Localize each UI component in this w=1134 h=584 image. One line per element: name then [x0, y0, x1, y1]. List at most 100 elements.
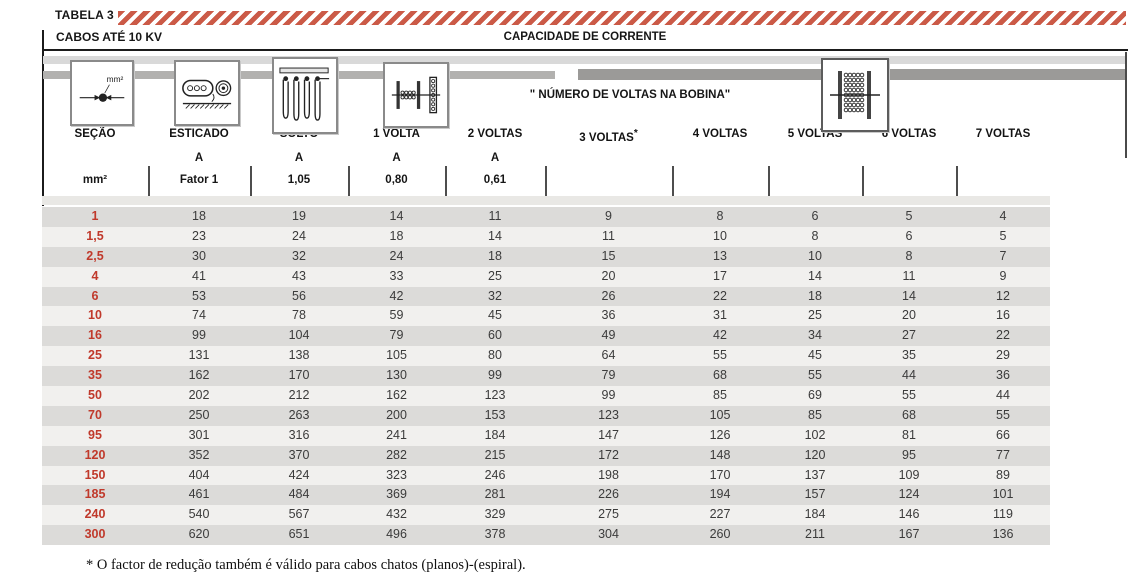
- value-cell: 404: [188, 467, 210, 482]
- value-cell: 4: [999, 209, 1007, 223]
- bobbin-turns-note: " NÚMERO DE VOLTAS NA BOBINA": [529, 89, 731, 101]
- value-cell: 170: [288, 368, 310, 383]
- value-cell: 281: [484, 487, 506, 502]
- value-cell: 99: [488, 368, 502, 383]
- column-separator: [545, 166, 547, 196]
- single-turn-reel-icon: [383, 62, 449, 128]
- value-cell: 120: [804, 447, 826, 462]
- column-header-seção: SEÇÃO: [74, 128, 116, 140]
- subtitle-cable-class: CABOS ATÉ 10 KV: [56, 30, 163, 44]
- value-cell: 304: [598, 527, 619, 542]
- data-rows: 1 18 19 14 11 9 8 6 5 4 1,5 23 24 18 14 11 10 8 6 5 2,5 30 32 2…: [42, 207, 1050, 546]
- full-reel-icon: [821, 58, 889, 132]
- gray-band-upper: [43, 56, 1125, 64]
- value-cell: 30: [192, 248, 206, 263]
- column-header-esticado: ESTICADO: [169, 128, 229, 140]
- value-cell: 42: [713, 328, 727, 343]
- value-cell: 64: [601, 348, 616, 363]
- value-cell: 241: [386, 427, 407, 442]
- value-cell: 202: [188, 388, 210, 403]
- value-cell: 16: [996, 308, 1010, 323]
- secao-cell: 1,5: [86, 228, 104, 243]
- value-cell: 24: [389, 248, 404, 263]
- value-cell: 55: [808, 368, 822, 383]
- table-row: 150 404 424 323 246 198 170 137 109 89: [42, 465, 1050, 486]
- value-cell: 69: [808, 388, 822, 403]
- value-cell: 282: [386, 447, 407, 462]
- column-separator: [862, 166, 864, 196]
- header-capacity-title: CAPACIDADE DE CORRENTE: [503, 31, 667, 43]
- table-row: 240 540 567 432 329 275 227 184 146 119: [42, 505, 1050, 526]
- table-row: 1,5 23 24 18 14 11 10 8 6 5: [42, 226, 1050, 247]
- value-cell: 157: [804, 487, 826, 502]
- value-cell: 10: [808, 248, 822, 263]
- value-cell: 162: [386, 388, 407, 403]
- value-cell: 8: [811, 228, 819, 243]
- asterisk-marker: *: [633, 128, 638, 139]
- value-cell: 18: [808, 288, 822, 303]
- secao-cell: 1: [91, 209, 99, 223]
- value-cell: 9: [605, 209, 612, 223]
- value-cell: 80: [488, 348, 502, 363]
- value-cell: 137: [804, 467, 826, 482]
- value-cell: 484: [288, 487, 310, 502]
- secao-cell: 10: [88, 308, 102, 323]
- value-cell: 146: [898, 507, 920, 522]
- unit-cell: A: [490, 152, 500, 164]
- value-cell: 12: [996, 288, 1010, 303]
- secao-cell: 120: [84, 447, 106, 462]
- column-header-7-voltas: 7 VOLTAS: [975, 128, 1031, 140]
- value-cell: 198: [598, 467, 619, 482]
- value-cell: 74: [192, 308, 206, 323]
- value-cell: 130: [386, 368, 407, 383]
- value-cell: 53: [192, 288, 206, 303]
- value-cell: 55: [713, 348, 727, 363]
- column-separator: [250, 166, 252, 196]
- column-header-4-voltas: 4 VOLTAS: [692, 128, 748, 140]
- factor-cell: 0,80: [385, 174, 408, 186]
- value-cell: 18: [389, 228, 404, 243]
- value-cell: 263: [288, 407, 310, 422]
- value-cell: 200: [386, 407, 407, 422]
- value-cell: 105: [709, 407, 731, 422]
- value-cell: 44: [996, 388, 1010, 403]
- value-cell: 79: [389, 328, 404, 343]
- value-cell: 540: [188, 507, 210, 522]
- value-cell: 11: [902, 268, 916, 283]
- value-cell: 14: [808, 268, 822, 283]
- column-separator: [348, 166, 350, 196]
- value-cell: 14: [902, 288, 916, 303]
- value-cell: 123: [484, 388, 506, 403]
- value-cell: 44: [902, 368, 916, 383]
- secao-cell: 185: [84, 487, 106, 502]
- table-row: 16 99 104 79 60 49 42 34 27 22: [42, 326, 1050, 347]
- value-cell: 153: [484, 407, 506, 422]
- secao-cell: 2,5: [86, 248, 104, 263]
- value-cell: 167: [898, 527, 920, 542]
- value-cell: 620: [188, 527, 210, 542]
- value-cell: 41: [192, 268, 206, 283]
- value-cell: 5: [905, 209, 913, 223]
- value-cell: 77: [996, 447, 1010, 462]
- table-row: 4 41 43 33 25 20 17 14 11 9: [42, 266, 1050, 287]
- value-cell: 26: [601, 288, 616, 303]
- value-cell: 109: [898, 467, 920, 482]
- value-cell: 18: [488, 248, 502, 263]
- column-header-6-voltas: 6 VOLTAS: [881, 128, 937, 140]
- value-cell: 8: [905, 248, 913, 263]
- value-cell: 352: [188, 447, 210, 462]
- value-cell: 378: [484, 527, 506, 542]
- value-cell: 260: [709, 527, 731, 542]
- value-cell: 11: [488, 209, 502, 223]
- hatch-stripe: [118, 11, 1126, 25]
- value-cell: 104: [288, 328, 310, 343]
- value-cell: 11: [602, 228, 615, 243]
- right-border-line: [1125, 52, 1127, 158]
- value-cell: 5: [999, 228, 1007, 243]
- table-row: 300 620 651 496 378 304 260 211 167 136: [42, 525, 1050, 546]
- value-cell: 148: [709, 447, 731, 462]
- unit-cell: [672, 152, 768, 164]
- stretched-cable-icon: [174, 60, 240, 126]
